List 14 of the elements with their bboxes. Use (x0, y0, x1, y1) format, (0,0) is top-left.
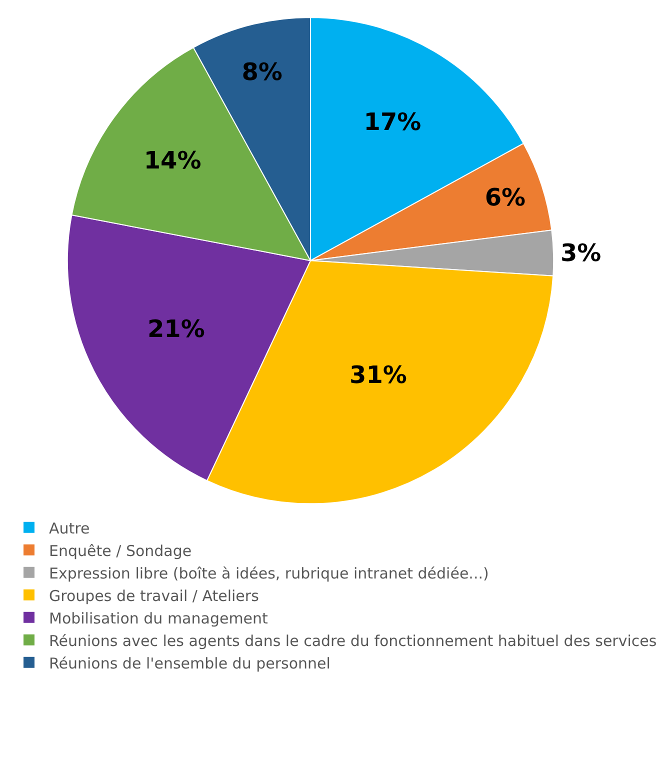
data-label: 17% (364, 108, 422, 136)
legend-label: Réunions de l'ensemble du personnel (49, 654, 330, 672)
data-label: 6% (484, 183, 526, 212)
data-label: 31% (350, 361, 407, 390)
data-label: 14% (144, 146, 202, 174)
legend-label: Expression libre (boîte à idées, rubrique intranet dédiée...) (49, 564, 489, 582)
legend-label: Réunions avec les agents dans le cadre du fonctionnement habituel des services (49, 632, 657, 650)
data-label: 3% (560, 238, 602, 267)
data-label: 8% (242, 58, 282, 86)
data-label: 21% (147, 315, 205, 344)
legend-label: Enquête / Sondage (49, 542, 192, 560)
legend-label: Mobilisation du management (49, 609, 268, 628)
legend-label: Autre (49, 519, 90, 538)
legend-label: Groupes de travail / Ateliers (49, 586, 260, 605)
